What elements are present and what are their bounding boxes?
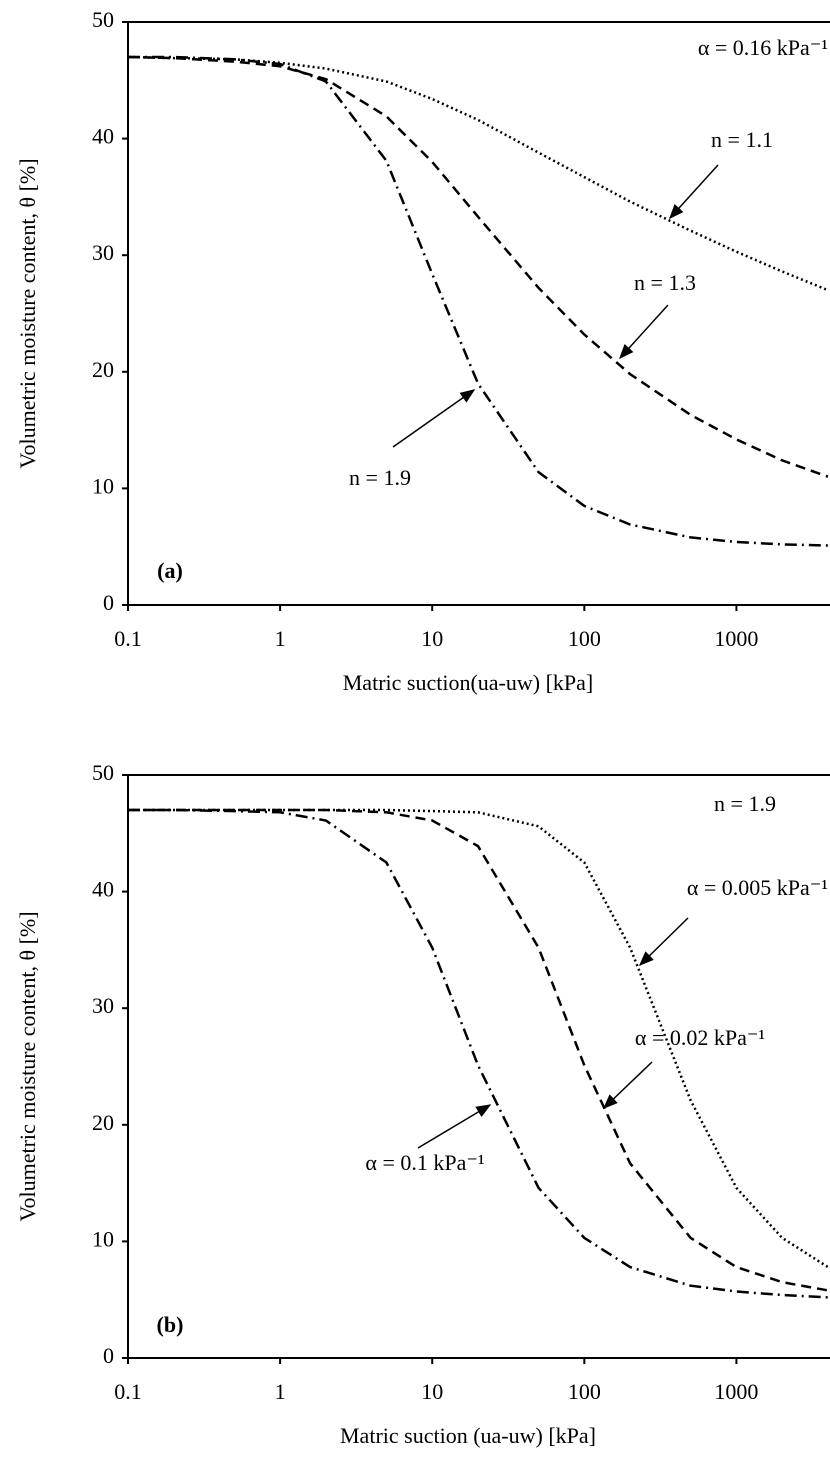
annotation-arrow [602, 1061, 653, 1110]
y-tick-label: 40 [92, 877, 114, 902]
series-line [128, 55, 829, 547]
annotation: n = 1.9 [714, 791, 776, 816]
series-line [127, 55, 829, 478]
annotation-arrow [638, 917, 689, 967]
x-tick-label: 0.1 [114, 626, 142, 651]
annotation: α = 0.1 kPa⁻¹ [365, 1150, 484, 1175]
annotation: α = 0.02 kPa⁻¹ [635, 1025, 765, 1050]
series-line [128, 808, 829, 1292]
annotation: n = 1.1 [711, 127, 773, 152]
y-tick-label: 40 [92, 124, 114, 149]
annotation-arrow [668, 164, 719, 220]
x-tick-label: 10 [421, 626, 443, 651]
x-axis-title: Matric suction (ua-uw) [kPa] [340, 1423, 596, 1448]
annotation: α = 0.005 kPa⁻¹ [687, 875, 828, 900]
x-tick-label: 0.1 [114, 1379, 142, 1404]
annotation: α = 0.16 kPa⁻¹ [698, 35, 828, 60]
annotation: (b) [157, 1312, 184, 1337]
y-axis-title: Volumetric moisture content, θ [%] [15, 158, 40, 468]
y-tick-label: 10 [92, 1226, 114, 1251]
y-axis-title: Volumetric moisture content, θ [%] [15, 911, 40, 1221]
x-tick-label: 1 [275, 1379, 286, 1404]
y-tick-label: 50 [92, 760, 114, 785]
x-tick-label: 1 [275, 626, 286, 651]
x-tick-label: 10 [421, 1379, 443, 1404]
annotation: (a) [157, 558, 183, 583]
annotation: n = 1.9 [349, 465, 411, 490]
series-line [128, 808, 829, 1299]
annotation-arrow [392, 389, 476, 448]
y-tick-label: 0 [103, 590, 114, 615]
y-tick-label: 30 [92, 240, 114, 265]
y-tick-label: 20 [92, 357, 114, 382]
annotation-arrow [417, 1104, 492, 1149]
x-tick-label: 1000 [714, 626, 758, 651]
x-tick-label: 100 [568, 1379, 601, 1404]
y-tick-label: 30 [92, 993, 114, 1018]
annotation: n = 1.3 [634, 270, 696, 295]
y-tick-label: 20 [92, 1110, 114, 1135]
y-tick-label: 10 [92, 473, 114, 498]
x-tick-label: 100 [568, 626, 601, 651]
y-tick-label: 50 [92, 7, 114, 32]
annotation-arrow [618, 304, 669, 360]
x-tick-label: 1000 [714, 1379, 758, 1404]
x-axis-title: Matric suction(ua-uw) [kPa] [343, 670, 593, 695]
series-line [127, 55, 829, 292]
y-tick-label: 0 [103, 1343, 114, 1368]
